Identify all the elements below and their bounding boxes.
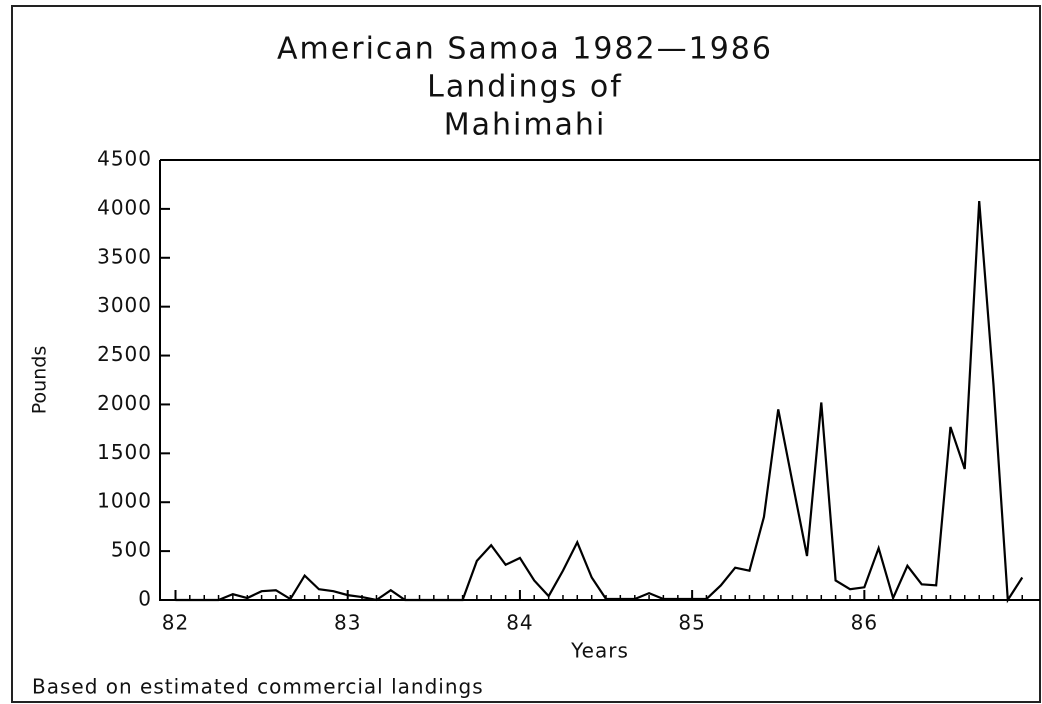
axes [159,159,1040,601]
y-axis-label: Pounds [29,346,51,414]
y-tick-label: 1000 [97,489,152,513]
chart-subtitle: Mahimahi [444,108,607,143]
y-tick-label: 4500 [97,147,152,171]
y-tick-label: 2000 [97,391,152,415]
x-tick-label: 82 [162,611,189,635]
x-tick-label: 83 [334,611,361,635]
x-axis-label: Years [570,639,629,663]
chart-title: American Samoa 1982—1986 [277,32,773,67]
y-tick-label: 500 [111,538,152,562]
y-tick-label: 4000 [97,195,152,219]
y-tick-label: 3500 [97,244,152,268]
x-tick-label: 86 [851,611,878,635]
x-tick-label: 85 [678,611,705,635]
y-tick-label: 3000 [97,293,152,317]
footnote: Based on estimated commercial landings [32,675,484,699]
y-tick-label: 0 [138,587,152,611]
y-tick-label: 1500 [97,440,152,464]
x-tick-label: 84 [506,611,533,635]
data-line [175,200,1024,604]
frame [11,5,1041,703]
y-tick-label: 2500 [97,342,152,366]
chart-subtitle: Landings of [427,70,623,105]
